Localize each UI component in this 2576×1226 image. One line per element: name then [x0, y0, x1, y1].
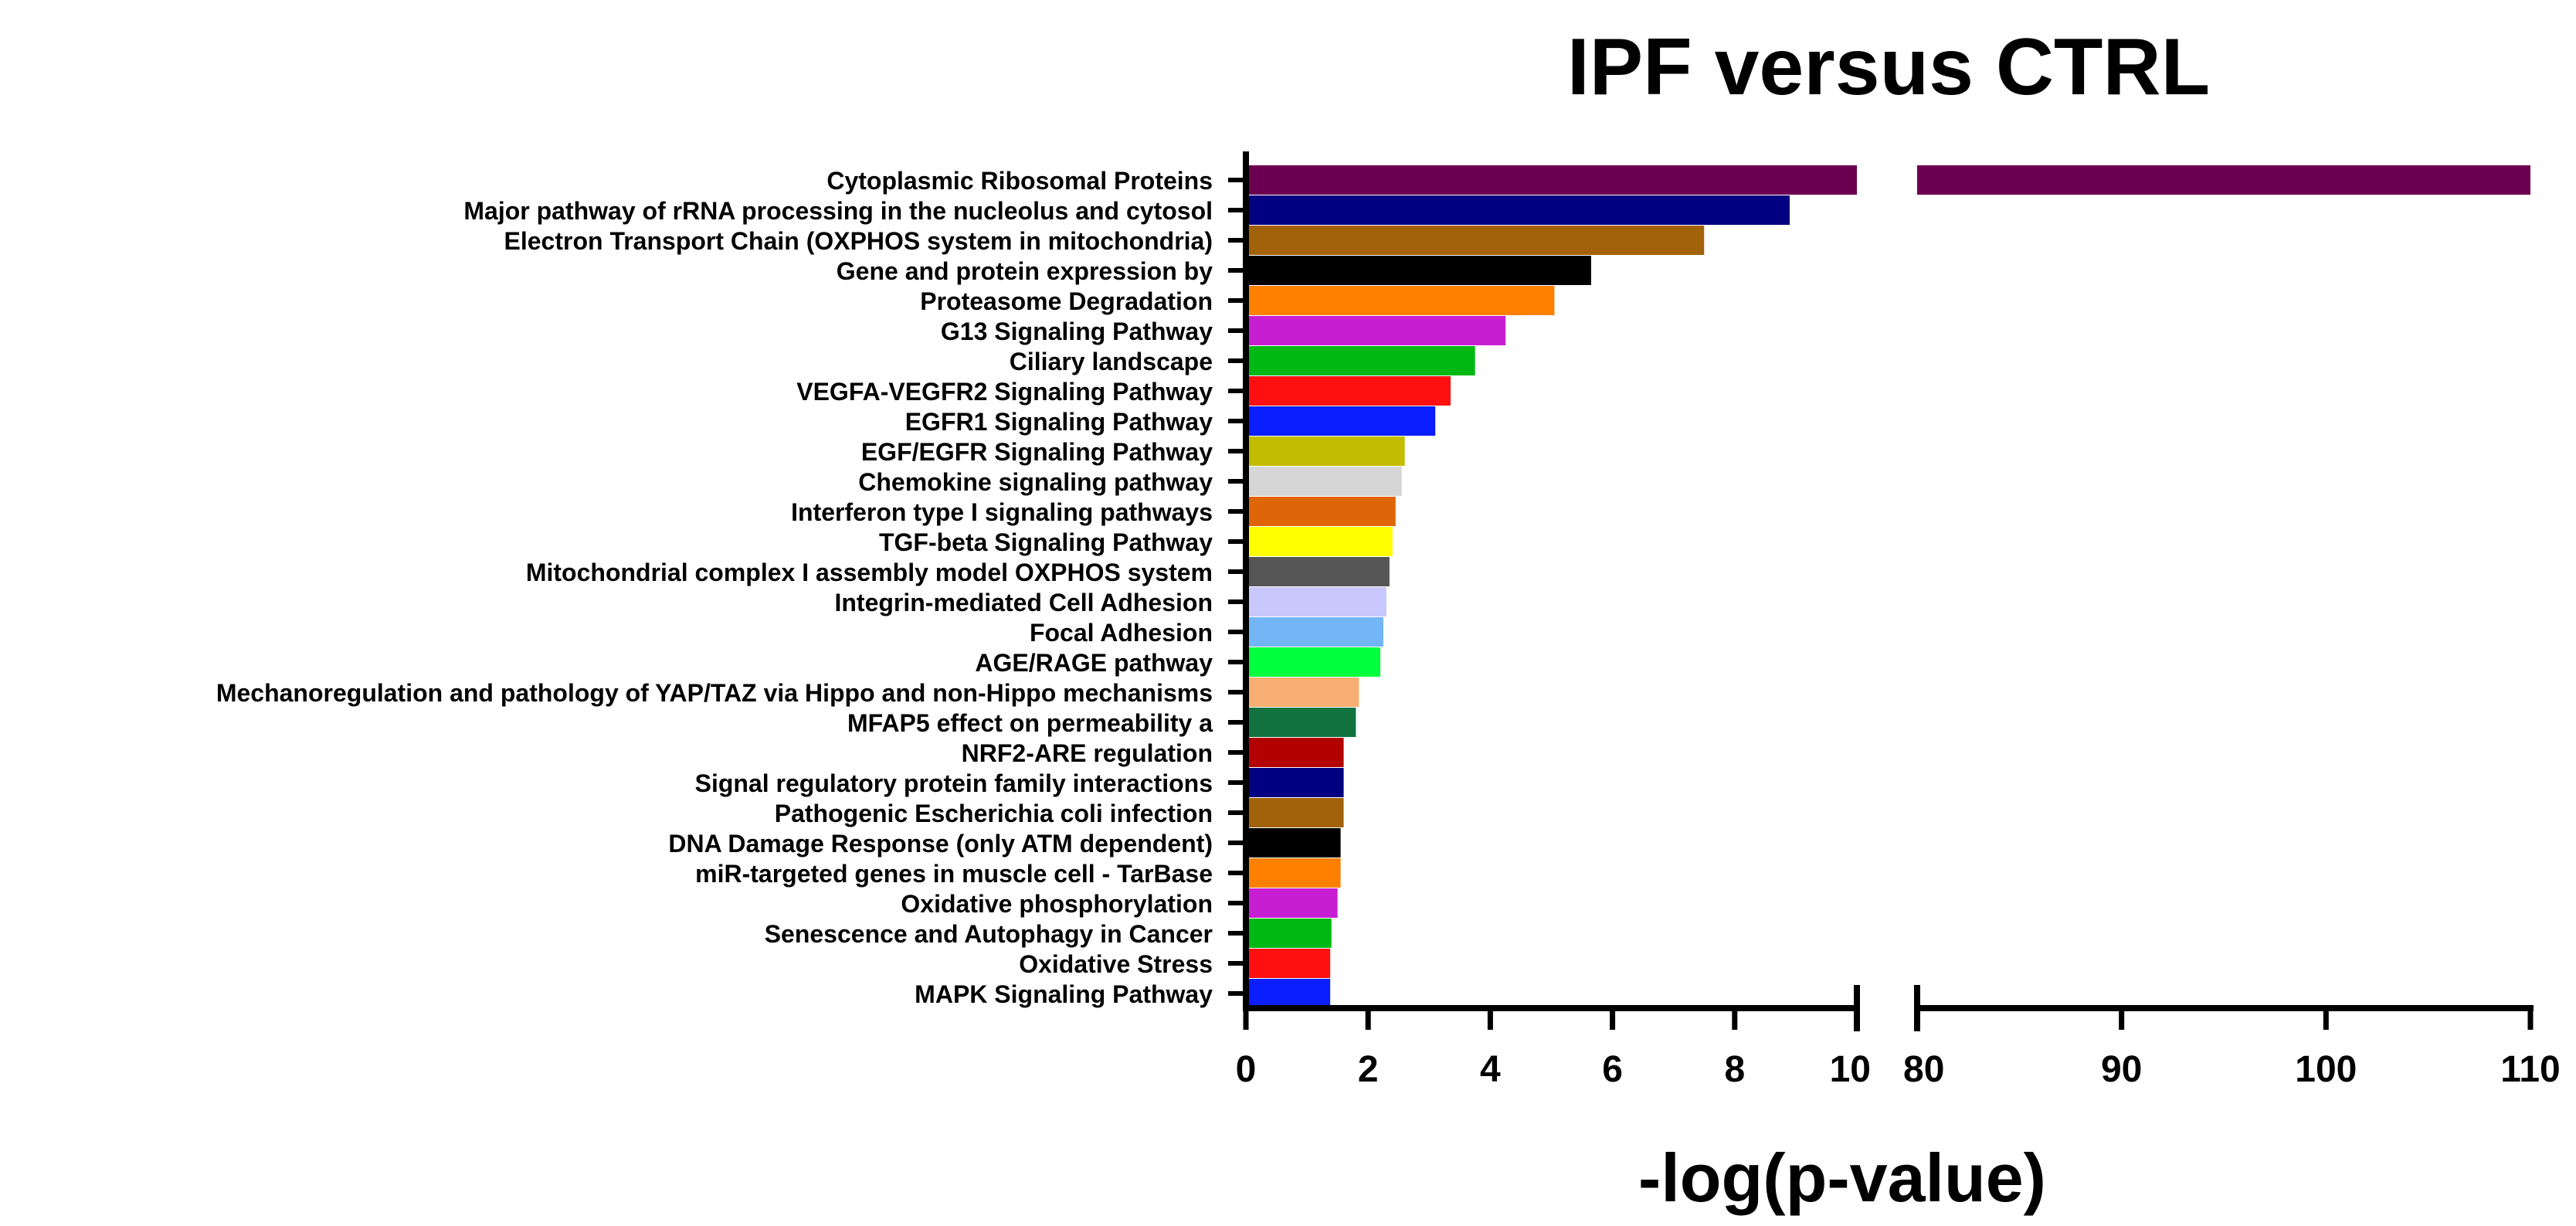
- bar-13: [1246, 557, 1390, 586]
- x-tick-label-b0: 80: [1903, 1049, 1944, 1090]
- category-label-7: VEGFA-VEGFR2 Signaling Pathway: [796, 378, 1213, 406]
- bar-1: [1246, 195, 1790, 225]
- x-tick-label-a5: 10: [1830, 1049, 1871, 1090]
- category-label-13: Mitochondrial complex I assembly model O…: [526, 559, 1213, 586]
- bar-8: [1246, 406, 1436, 436]
- bar-6: [1246, 346, 1475, 375]
- category-label-20: Signal regulatory protein family interac…: [695, 769, 1213, 797]
- bar-7: [1246, 376, 1451, 406]
- category-label-23: miR-targeted genes in muscle cell - TarB…: [695, 860, 1213, 888]
- category-label-12: TGF-beta Signaling Pathway: [879, 528, 1213, 556]
- bar-25: [1246, 919, 1332, 948]
- category-label-0: Cytoplasmic Ribosomal Proteins: [826, 167, 1213, 195]
- category-label-4: Proteasome Degradation: [920, 287, 1213, 315]
- category-label-19: NRF2-ARE regulation: [962, 739, 1213, 767]
- bar-16: [1246, 647, 1381, 677]
- category-label-15: Focal Adhesion: [1030, 619, 1213, 647]
- category-label-17: Mechanoregulation and pathology of YAP/T…: [216, 679, 1213, 707]
- x-tick-label-a4: 8: [1724, 1049, 1745, 1090]
- bar-22: [1246, 828, 1341, 858]
- bar-14: [1246, 587, 1386, 616]
- x-tick-label-a3: 6: [1602, 1049, 1623, 1090]
- category-label-24: Oxidative phosphorylation: [901, 890, 1213, 918]
- category-label-1: Major pathway of rRNA processing in the …: [463, 197, 1213, 225]
- category-label-6: Ciliary landscape: [1010, 348, 1213, 375]
- category-label-14: Integrin-mediated Cell Adhesion: [834, 589, 1213, 616]
- bar-3: [1246, 256, 1591, 285]
- category-label-16: AGE/RAGE pathway: [975, 649, 1213, 677]
- category-label-18: MFAP5 effect on permeability a: [847, 709, 1213, 737]
- bar-9: [1246, 436, 1405, 466]
- category-label-26: Oxidative Stress: [1019, 950, 1213, 978]
- chart-title: IPF versus CTRL: [1567, 22, 2210, 112]
- bar-2: [1246, 226, 1705, 255]
- bar-23: [1246, 858, 1341, 888]
- bar-24: [1246, 888, 1338, 918]
- bar-0-right: [1917, 165, 2530, 195]
- bar-21: [1246, 798, 1344, 827]
- x-tick-label-b1: 90: [2101, 1049, 2142, 1090]
- category-label-10: Chemokine signaling pathway: [858, 468, 1213, 496]
- bar-18: [1246, 708, 1356, 737]
- bar-26: [1246, 949, 1331, 978]
- bar-5: [1246, 316, 1506, 345]
- category-label-25: Senescence and Autophagy in Cancer: [765, 920, 1213, 948]
- x-tick-labels: 0 2 4 6 8 10 80 90 100 110: [1236, 1049, 2561, 1090]
- bar-12: [1246, 527, 1393, 556]
- bar-20: [1246, 768, 1344, 797]
- x-tick-label-b3: 110: [2500, 1049, 2560, 1090]
- bar-27: [1246, 979, 1331, 1008]
- x-tick-label-a1: 2: [1358, 1049, 1379, 1090]
- x-tick-label-a0: 0: [1236, 1049, 1257, 1090]
- category-label-8: EGFR1 Signaling Pathway: [905, 408, 1213, 436]
- bar-4: [1246, 286, 1555, 315]
- bar-10: [1246, 467, 1402, 496]
- category-label-27: MAPK Signaling Pathway: [915, 980, 1213, 1008]
- category-label-11: Interferon type I signaling pathways: [791, 498, 1213, 526]
- category-label-3: Gene and protein expression by: [837, 257, 1213, 285]
- bar-11: [1246, 497, 1396, 526]
- bar-0-left: [1246, 165, 1857, 195]
- category-label-21: Pathogenic Escherichia coli infection: [775, 800, 1213, 827]
- x-tick-label-a2: 4: [1480, 1049, 1501, 1090]
- category-label-2: Electron Transport Chain (OXPHOS system …: [504, 227, 1213, 255]
- bar-19: [1246, 738, 1344, 767]
- bar-15: [1246, 617, 1383, 647]
- category-label-5: G13 Signaling Pathway: [941, 318, 1213, 345]
- x-tick-label-b2: 100: [2295, 1049, 2357, 1090]
- bars-group: [1246, 165, 2530, 1008]
- x-axis-label: -log(p-value): [1638, 1139, 2046, 1216]
- bar-17: [1246, 678, 1359, 707]
- category-label-22: DNA Damage Response (only ATM dependent): [668, 830, 1213, 858]
- axes-group: [1228, 151, 2534, 1031]
- category-label-9: EGF/EGFR Signaling Pathway: [861, 438, 1213, 466]
